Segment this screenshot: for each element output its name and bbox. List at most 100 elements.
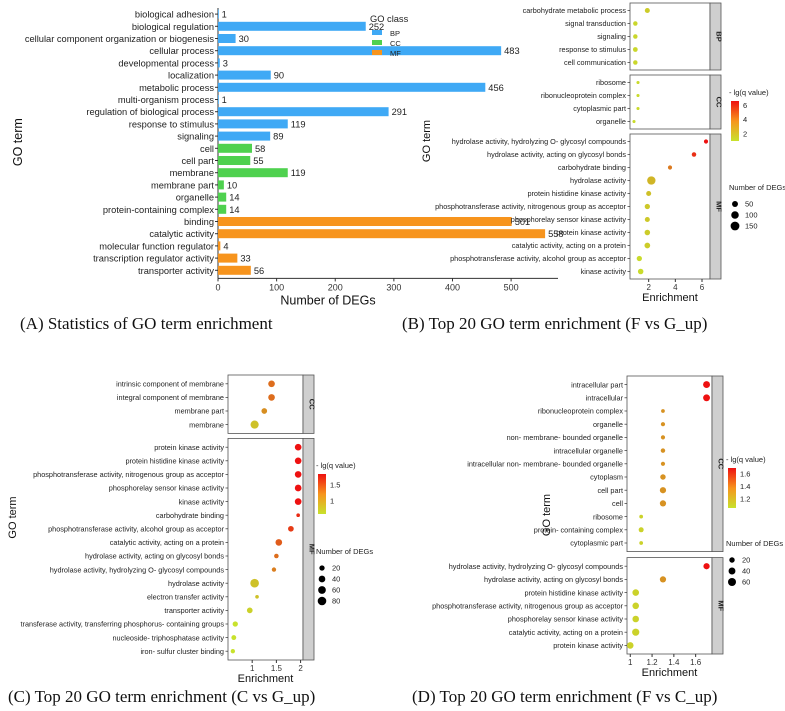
caption-panel-a: (A) Statistics of GO term enrichment xyxy=(20,314,273,333)
y-axis-title: GO term xyxy=(541,494,553,536)
y-axis-title: GO term xyxy=(11,118,25,166)
data-point xyxy=(632,119,636,124)
y-tick-label: protein kinase activity xyxy=(556,228,626,237)
color-legend-label: 6 xyxy=(743,101,747,110)
x-tick-label: 400 xyxy=(445,282,460,292)
bar xyxy=(218,95,219,104)
size-legend-point xyxy=(319,565,325,571)
data-label: 56 xyxy=(254,266,264,276)
bar xyxy=(218,119,288,129)
y-tick-label: catalytic activity, acting on a protein xyxy=(509,628,623,637)
panel-frame xyxy=(629,133,711,280)
y-tick-label: iron- sulfur cluster binding xyxy=(140,647,224,656)
data-point xyxy=(703,563,710,570)
facet-strip xyxy=(711,557,724,655)
data-point xyxy=(246,607,253,614)
y-tick-label: intracellular organelle xyxy=(554,446,623,455)
facet-strip xyxy=(709,74,722,130)
data-point xyxy=(294,471,302,478)
data-point xyxy=(644,7,650,14)
x-axis-title: Enrichment xyxy=(238,673,294,685)
data-point xyxy=(288,525,294,532)
size-legend-point xyxy=(732,201,738,207)
y-tick-label: catalytic activity, acting on a protein xyxy=(512,241,626,250)
data-point xyxy=(639,514,644,519)
facet-label: MF xyxy=(715,201,724,212)
y-tick-label: catalytic activity, acting on a protein xyxy=(110,538,224,547)
y-tick-label: organelle xyxy=(593,420,623,429)
x-tick-label: 1.2 xyxy=(647,658,659,667)
data-point xyxy=(632,47,638,52)
facet-label: CC xyxy=(715,97,724,108)
y-tick-label: kinase activity xyxy=(179,497,225,506)
size-legend-label: 60 xyxy=(332,586,340,595)
y-tick-label: biological regulation xyxy=(132,22,214,32)
data-label: 483 xyxy=(504,46,520,56)
y-tick-label: phosphotransferase activity, alcohol gro… xyxy=(48,525,224,534)
y-tick-label: binding xyxy=(184,217,214,227)
data-point xyxy=(660,461,666,466)
y-tick-label: cell part xyxy=(597,486,623,495)
bar xyxy=(218,70,271,80)
facet-label: MF xyxy=(717,600,726,611)
data-point xyxy=(271,567,277,572)
y-tick-label: cytoplasmic part xyxy=(570,539,623,548)
bar xyxy=(218,217,512,226)
data-point xyxy=(638,527,644,533)
x-tick-label: 2 xyxy=(646,283,651,292)
data-label: 456 xyxy=(488,83,504,93)
size-legend-label: 100 xyxy=(745,211,758,220)
bar xyxy=(218,265,251,275)
y-tick-label: transferase activity, transferring phosp… xyxy=(21,620,225,629)
color-legend-label: 2 xyxy=(743,129,747,138)
y-tick-label: cell xyxy=(612,499,623,508)
legend-swatch xyxy=(372,40,382,45)
y-tick-label: hydrolase activity, hydrolyzing O- glyco… xyxy=(449,562,624,571)
data-point xyxy=(644,229,651,236)
data-point xyxy=(296,513,300,518)
data-point xyxy=(231,635,237,641)
y-tick-label: hydrolase activity xyxy=(168,579,224,588)
y-tick-label: membrane xyxy=(170,168,214,178)
y-axis-title: GO term xyxy=(421,120,433,162)
legend-swatch xyxy=(372,30,382,35)
data-label: 10 xyxy=(227,180,237,190)
y-tick-label: protein histidine kinase activity xyxy=(125,457,224,466)
caption-panel-b: (B) Top 20 GO term enrichment (F vs G_up… xyxy=(402,314,708,333)
data-label: 14 xyxy=(229,193,239,203)
color-legend-label: 1.2 xyxy=(740,494,750,503)
bar xyxy=(218,107,389,117)
y-tick-label: biological adhesion xyxy=(135,10,214,20)
data-point xyxy=(275,539,283,546)
x-tick-label: 500 xyxy=(504,282,519,292)
x-tick-label: 300 xyxy=(386,282,401,292)
y-tick-label: cellular process xyxy=(149,46,214,56)
y-tick-label: hydrolase activity, hydrolyzing O- glyco… xyxy=(50,565,225,574)
data-point xyxy=(633,34,638,39)
y-tick-label: signal transduction xyxy=(565,19,626,28)
y-tick-label: regulation of biological process xyxy=(86,107,214,117)
facet-label: CC xyxy=(717,458,726,469)
x-tick-label: 1 xyxy=(628,658,633,667)
data-label: 90 xyxy=(274,71,284,81)
facet-strip xyxy=(711,375,724,553)
data-point xyxy=(633,21,638,26)
size-legend-point xyxy=(728,567,736,575)
data-point xyxy=(232,621,238,627)
panel-frame xyxy=(629,2,711,71)
bar xyxy=(218,204,227,214)
x-tick-label: 6 xyxy=(700,283,705,292)
data-label: 1 xyxy=(222,95,227,105)
caption-panel-d: (D) Top 20 GO term enrichment (F vs C_up… xyxy=(412,687,718,706)
y-tick-label: phosphotransferase activity, nitrogenous… xyxy=(33,470,224,479)
y-tick-label: electron transfer activity xyxy=(147,593,224,602)
data-point xyxy=(633,60,638,65)
data-label: 501 xyxy=(515,217,531,227)
data-point xyxy=(632,589,640,596)
caption-panel-c: (C) Top 20 GO term enrichment (C vs G_up… xyxy=(8,687,316,706)
data-label: 291 xyxy=(392,107,408,117)
x-axis-title: Number of DEGs xyxy=(280,293,375,307)
data-point xyxy=(261,408,268,414)
